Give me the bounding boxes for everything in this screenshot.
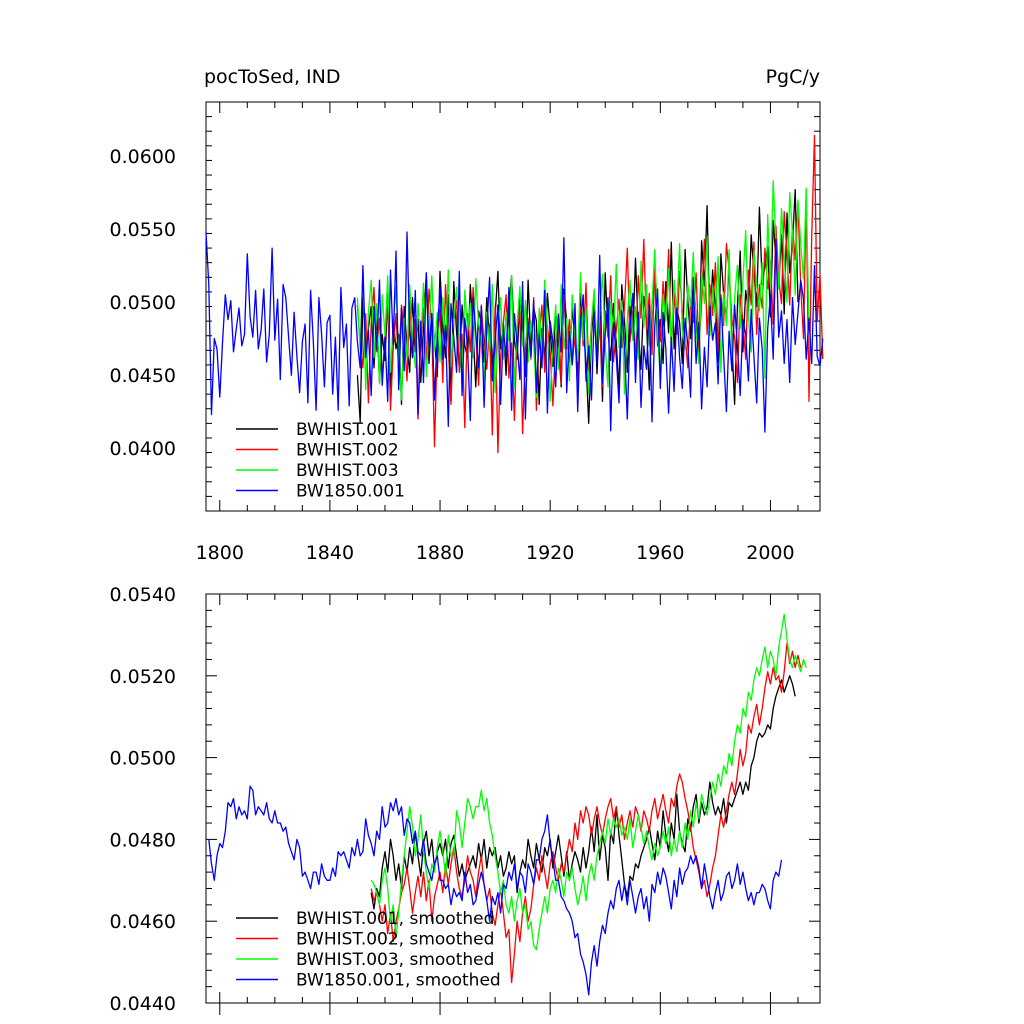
top-panel: pocToSed, IND PgC/y 0.04000.04500.05000.… bbox=[110, 66, 824, 564]
y-tick-label: 0.0440 bbox=[110, 993, 176, 1015]
y-tick-label: 0.0540 bbox=[110, 584, 176, 606]
series-line bbox=[208, 785, 783, 996]
panel-title-left: pocToSed, IND bbox=[204, 66, 340, 88]
plot-frame bbox=[205, 593, 821, 1004]
axis-ticks bbox=[206, 593, 820, 1015]
bottom-panel: 0.0440 0.0460 0.0480 0.0500 0.0520 0.0540 BWH… bbox=[110, 584, 821, 1015]
series-line bbox=[205, 231, 824, 433]
y-tick-label: 0.0500 bbox=[110, 748, 176, 770]
x-tick-label: 2000 bbox=[746, 542, 794, 564]
y-tick-label: 0.0480 bbox=[110, 829, 176, 851]
legend-label: BWHIST.001 bbox=[296, 420, 399, 440]
y-tick-label: 0.0450 bbox=[110, 365, 176, 387]
legend-label: BWHIST.003, smoothed bbox=[296, 950, 494, 970]
x-tick-label: 1880 bbox=[416, 542, 464, 564]
legend-label: BW1850.001 bbox=[296, 482, 405, 502]
legend-label: BWHIST.002 bbox=[296, 441, 399, 461]
y-tick-label: 0.0400 bbox=[110, 438, 176, 460]
legend-label: BW1850.001, smoothed bbox=[296, 971, 501, 991]
x-tick-label: 1840 bbox=[306, 542, 354, 564]
x-tick-label: 1960 bbox=[636, 542, 684, 564]
legend-label: BWHIST.002, smoothed bbox=[296, 930, 494, 950]
legend-label: BWHIST.001, smoothed bbox=[296, 909, 494, 929]
series-lines bbox=[208, 613, 807, 996]
series-lines bbox=[205, 134, 824, 454]
legend-label: BWHIST.003 bbox=[296, 461, 399, 481]
tick-labels: 0.0400 0.0450 0.0500 0.0550 0.0600 1800 1840 18… bbox=[110, 146, 795, 564]
series-line bbox=[370, 642, 802, 984]
series-line bbox=[370, 613, 807, 951]
y-tick-label: 0.0460 bbox=[110, 911, 176, 933]
x-tick-label: 1920 bbox=[526, 542, 574, 564]
x-tick-label: 1800 bbox=[196, 542, 244, 564]
panel-title-right: PgC/y bbox=[766, 66, 820, 88]
y-tick-label: 0.0550 bbox=[110, 219, 176, 241]
y-tick-label: 0.0500 bbox=[110, 292, 176, 314]
tick-labels: 0.0440 0.0460 0.0480 0.0500 0.0520 0.0540 bbox=[110, 584, 176, 1015]
y-tick-label: 0.0600 bbox=[110, 146, 176, 168]
series-line bbox=[370, 675, 796, 910]
y-tick-label: 0.0520 bbox=[110, 666, 176, 688]
